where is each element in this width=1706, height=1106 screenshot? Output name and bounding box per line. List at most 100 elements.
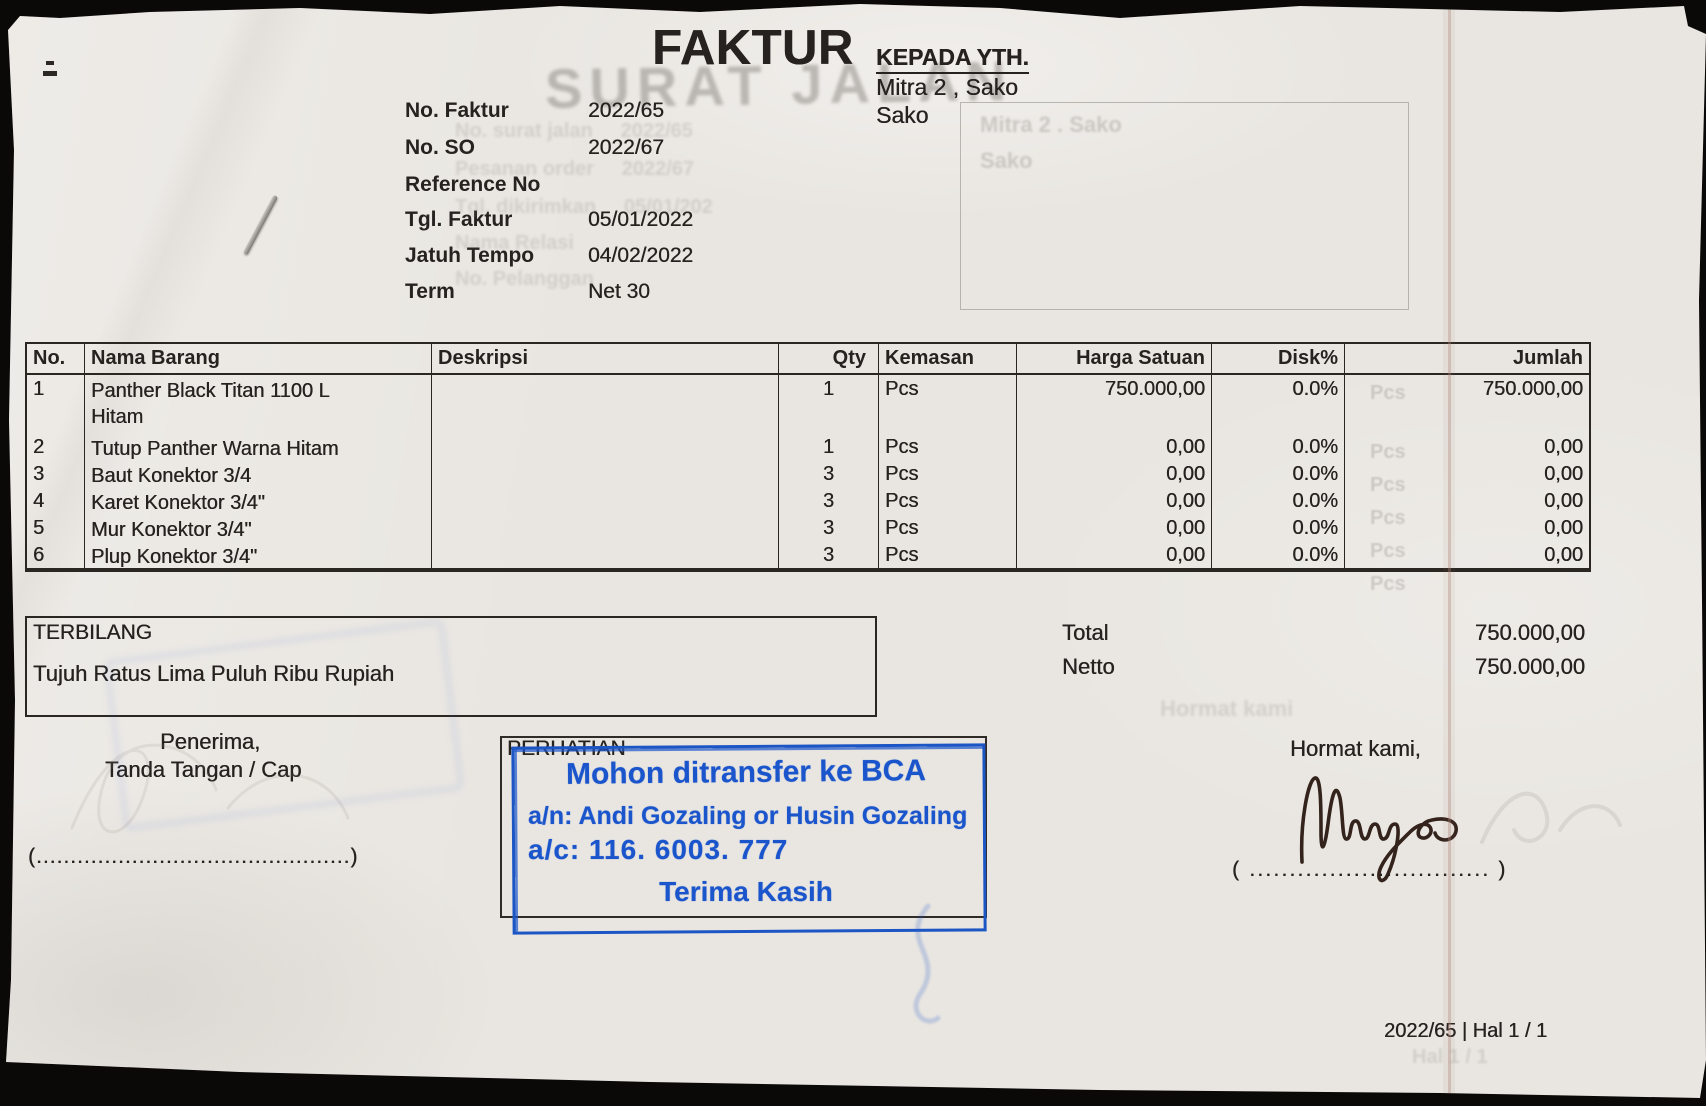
footer-page-ref: 2022/65 | Hal 1 / 1 xyxy=(1384,1020,1548,1042)
cell-disk: 0.0% xyxy=(1212,433,1345,460)
meta-value-tgl-faktur: 05/01/2022 xyxy=(588,208,694,231)
meta-label-no-faktur: No. Faktur xyxy=(405,99,509,122)
cell-harga: 750.000,00 xyxy=(1017,375,1212,433)
cell-disk: 0.0% xyxy=(1212,460,1345,487)
attention-label: PERHATIAN xyxy=(507,737,626,760)
col-header-qty: Qty xyxy=(779,344,879,373)
cell-disk: 0.0% xyxy=(1212,487,1345,514)
penerima-label: Penerima, xyxy=(160,729,261,754)
table-row: 4 Karet Konektor 3/4" 3 Pcs 0,00 0.0% 0,… xyxy=(27,487,1589,514)
col-header-disk: Disk% xyxy=(1212,344,1345,373)
cell-no: 2 xyxy=(27,433,85,460)
cell-no: 6 xyxy=(27,541,85,568)
cell-deskripsi xyxy=(432,514,779,541)
col-header-nama-barang: Nama Barang xyxy=(85,344,432,373)
cell-kemasan: Pcs xyxy=(879,487,1017,514)
ghost-pcs: Pcs xyxy=(1370,441,1406,463)
meta-value-jatuh-tempo: 04/02/2022 xyxy=(588,244,694,267)
cell-disk: 0.0% xyxy=(1212,514,1345,541)
cell-jumlah: 750.000,00 xyxy=(1482,378,1583,400)
table-row: 1 Panther Black Titan 1100 L Hitam 1 Pcs… xyxy=(27,375,1589,433)
ghost-meta-line: No. Pelanggan xyxy=(455,268,594,290)
meta-label-no-so: No. SO xyxy=(405,136,476,159)
table-row: 6 Plup Konektor 3/4" 3 Pcs 0,00 0.0% 0,0… xyxy=(27,541,1589,568)
cell-jumlah: 0,00 xyxy=(1544,544,1583,566)
cell-kemasan: Pcs xyxy=(879,433,1017,460)
netto-label: Netto xyxy=(1062,654,1115,679)
ghost-recipient-line1: Mitra 2 . Sako xyxy=(980,112,1122,137)
cell-harga: 0,00 xyxy=(1017,433,1212,460)
terbilang-label: TERBILANG xyxy=(33,621,153,644)
cell-kemasan: Pcs xyxy=(879,460,1017,487)
handwritten-signature xyxy=(1299,776,1458,883)
col-header-harga-satuan: Harga Satuan xyxy=(1017,344,1212,373)
meta-label-term: Term xyxy=(405,280,455,303)
paper-crease-line xyxy=(1448,4,1451,1098)
hormat-kami-label: Hormat kami, xyxy=(1290,736,1421,761)
cell-jumlah: 0,00 xyxy=(1544,463,1583,485)
cell-no: 3 xyxy=(27,460,85,487)
penerima-signature-line: (.......................................… xyxy=(28,845,359,868)
cell-nama: Tutup Panther Warna Hitam xyxy=(85,433,432,460)
attention-box xyxy=(500,736,987,918)
col-header-deskripsi: Deskripsi xyxy=(432,344,779,373)
total-label: Total xyxy=(1062,620,1109,645)
cell-kemasan: Pcs xyxy=(879,541,1017,568)
ghost-meta-line: Pesanan order 2022/67 xyxy=(455,158,695,180)
cell-no: 1 xyxy=(27,375,85,433)
ghost-pcs: Pcs xyxy=(1370,507,1406,529)
cell-deskripsi xyxy=(432,487,779,514)
ghost-recipient-box xyxy=(960,102,1409,310)
cell-qty: 3 xyxy=(779,541,879,568)
ghost-pcs: Pcs xyxy=(1370,474,1406,496)
cell-kemasan: Pcs xyxy=(879,514,1017,541)
cell-disk: 0.0% xyxy=(1212,541,1345,568)
cell-kemasan: Pcs xyxy=(879,375,1017,433)
cell-deskripsi xyxy=(432,460,779,487)
penerima-sublabel: Tanda Tangan / Cap xyxy=(105,757,302,782)
table-row: 3 Baut Konektor 3/4 3 Pcs 0,00 0.0% 0,00 xyxy=(27,460,1589,487)
cell-nama: Panther Black Titan 1100 L Hitam xyxy=(85,375,432,433)
ink-mark xyxy=(46,61,54,65)
cell-qty: 3 xyxy=(779,514,879,541)
ghost-blue-squiggle xyxy=(913,903,941,1024)
document-title: FAKTUR xyxy=(652,21,854,75)
terbilang-text: Tujuh Ratus Lima Puluh Ribu Rupiah xyxy=(33,661,395,686)
cell-harga: 0,00 xyxy=(1017,541,1212,568)
col-header-jumlah: Jumlah xyxy=(1512,347,1583,369)
stamp-account-number: a/c: 116. 6003. 777 xyxy=(528,834,789,865)
items-table: No. Nama Barang Deskripsi Qty Kemasan Ha… xyxy=(25,342,1591,572)
col-header-no: No. xyxy=(27,344,85,373)
terbilang-box xyxy=(25,616,877,717)
stamp-transfer-line: Mohon ditransfer ke BCA xyxy=(565,754,927,791)
cell-deskripsi xyxy=(432,375,779,433)
cell-disk: 0.0% xyxy=(1212,375,1345,433)
total-value: 750.000,00 xyxy=(1474,620,1585,645)
ghost-footer-page-ref: Hal 1 / 1 xyxy=(1412,1046,1488,1068)
cell-deskripsi xyxy=(432,433,779,460)
ghost-meta-line: Tgl. dikirimkan 05/01/202 xyxy=(455,196,713,218)
cell-nama: Mur Konektor 3/4" xyxy=(85,514,432,541)
recipient-line1: Mitra 2 , Sako xyxy=(876,74,1018,100)
recipient-line2: Sako xyxy=(876,102,929,128)
ghost-meta-line: Nama Relasi xyxy=(455,232,574,254)
hormat-signature-line: ( .............................. ) xyxy=(1232,858,1508,881)
ghost-hormat-kami: Hormat kami xyxy=(1160,696,1294,721)
cell-jumlah: 0,00 xyxy=(1544,436,1583,458)
recipient-label: KEPADA YTH. xyxy=(876,44,1029,74)
stamp-thanks-line: Terima Kasih xyxy=(659,876,833,907)
staple-mark xyxy=(242,194,279,256)
meta-value-no-faktur: 2022/65 xyxy=(588,99,664,122)
cell-jumlah: 0,00 xyxy=(1544,490,1583,512)
ghost-recipient-line2: Sako xyxy=(980,148,1033,173)
cell-qty: 3 xyxy=(779,487,879,514)
cell-harga: 0,00 xyxy=(1017,514,1212,541)
table-header-row: No. Nama Barang Deskripsi Qty Kemasan Ha… xyxy=(27,344,1589,375)
col-header-kemasan: Kemasan xyxy=(879,344,1017,373)
cell-harga: 0,00 xyxy=(1017,460,1212,487)
ghost-signature-flourish xyxy=(1480,791,1622,844)
meta-label-jatuh-tempo: Jatuh Tempo xyxy=(405,244,535,267)
ghost-pcs: Pcs xyxy=(1370,382,1406,404)
ghost-pcs: Pcs xyxy=(1370,540,1406,562)
